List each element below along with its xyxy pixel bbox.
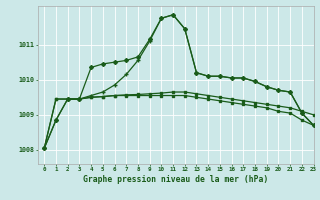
X-axis label: Graphe pression niveau de la mer (hPa): Graphe pression niveau de la mer (hPa) bbox=[84, 175, 268, 184]
